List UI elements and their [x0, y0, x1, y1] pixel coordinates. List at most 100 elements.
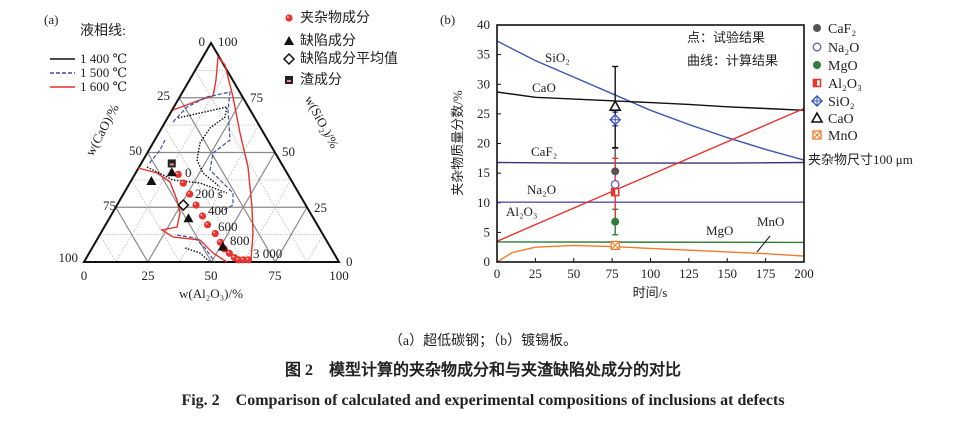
marker-legend-label: 缺陷成分平均值 — [300, 51, 398, 67]
inclusion-point — [244, 256, 253, 264]
legend-marker-2 — [813, 61, 821, 69]
annotation-curves: 曲线：计算结果 — [687, 53, 778, 68]
ternary-gridline — [179, 124, 260, 263]
bottom-tick-label: 0 — [81, 268, 88, 283]
defect-point — [166, 167, 177, 177]
y-axis-title: 夹杂物质量分数/% — [450, 90, 465, 196]
ternary-panel-a: (a) 0 25 50 75 10002550751001007550250w(Al₂O… — [44, 10, 398, 301]
marker-legend-label: 缺陷成分 — [300, 33, 356, 49]
inclusion-point — [179, 179, 187, 187]
left-tick-label: 0 — [199, 34, 206, 49]
left-tick-label: 25 — [157, 88, 170, 103]
liquidus-legend-label: 1 600 ℃ — [80, 79, 127, 94]
liquidus-legend-label: 1 400 ℃ — [80, 51, 127, 66]
ternary-legend: 液相线: 1 400 ℃1 500 ℃1 600 ℃ 夹杂物成分缺陷成分缺陷成分平均… — [50, 10, 398, 94]
bottom-tick-label: 25 — [142, 268, 155, 283]
ternary-gridline — [306, 234, 324, 263]
panel-label-a: (a) — [44, 12, 58, 27]
defect-point — [146, 175, 157, 185]
inclusion-point-shine — [181, 181, 184, 184]
legend-label: CaF₂ — [828, 22, 856, 37]
series-line-1 — [496, 91, 805, 111]
legend-marker-5 — [810, 111, 824, 123]
legend-marker-circle-shine — [287, 16, 289, 18]
legend-marker-circle — [285, 14, 293, 22]
inclusion-point-shine — [236, 257, 239, 260]
ternary-gridline — [99, 234, 117, 263]
legend-label: CaO — [828, 112, 854, 127]
y-tick-label: 30 — [477, 76, 490, 91]
defect-average-point — [177, 198, 190, 212]
ternary-gridline — [194, 70, 308, 263]
experimental-point-6-x — [610, 241, 620, 250]
line-plot: 0 25 50 75 100 125 150 175 200 0 5 10 15 20 25 30 35 40 时间… — [450, 17, 913, 300]
legend-marker-triangle — [284, 36, 294, 45]
legend-label: MnO — [828, 129, 858, 144]
ternary-gridline — [115, 206, 149, 263]
y-tick-label: 25 — [477, 106, 490, 121]
y-tick-label: 35 — [477, 47, 490, 62]
ternary-frame — [82, 41, 341, 263]
inclusion-point — [211, 229, 219, 238]
curve-label: MgO — [706, 223, 733, 238]
panel-label-b: (b) — [440, 12, 455, 27]
x-tick-label: 125 — [679, 266, 699, 281]
inclusion-point-shine — [194, 203, 197, 206]
inclusion-point — [198, 212, 207, 220]
inclusion-point — [203, 221, 212, 229]
right-tick-label: 0 — [346, 254, 353, 269]
left-tick-label: 50 — [129, 143, 142, 158]
legend-marker-3-fill — [813, 79, 817, 87]
inclusion-point-shine — [200, 214, 203, 217]
legend-marker-diamond — [282, 52, 296, 66]
plot-frame — [496, 24, 805, 263]
bottom-tick-label: 100 — [329, 268, 349, 283]
experimental-point-0 — [611, 167, 620, 176]
inclusion-point-shine — [176, 172, 179, 175]
y-tick-label: 5 — [484, 224, 491, 239]
inclusion-point-shine — [187, 192, 190, 195]
inclusion-point-shine — [218, 240, 221, 243]
marker-legend-label: 夹杂物成分 — [300, 10, 370, 26]
legend-label: MgO — [828, 59, 858, 74]
time-label: 0 — [185, 165, 192, 180]
legend-label: SiO₂ — [828, 95, 855, 110]
series-line-4 — [496, 107, 805, 242]
experimental-point-5 — [608, 99, 622, 111]
x-tick-label: 25 — [529, 266, 542, 281]
legend-marker-6-x — [812, 130, 822, 140]
legend-marker-0 — [813, 24, 821, 32]
time-label: 3 000 — [253, 246, 282, 261]
inclusion-point-shine — [241, 257, 244, 260]
caption-cn: 图 2 模型计算的夹杂物成分和与夹渣缺陷处成分的对比 — [285, 360, 681, 379]
inclusion-point-shine — [232, 255, 235, 258]
experimental-point-2 — [611, 217, 620, 226]
annotation-size: 夹杂物尺寸100 μm — [808, 152, 913, 167]
curve-label: Na₂O — [527, 182, 556, 197]
y-tick-label: 0 — [484, 254, 491, 269]
experimental-point-4-cross — [610, 114, 621, 125]
time-label: 200 s — [195, 186, 223, 201]
mno-leader-line — [756, 235, 771, 253]
slag-point-inner — [169, 163, 174, 166]
curve-label: SiO₂ — [545, 50, 570, 65]
y-tick-label: 10 — [477, 195, 490, 210]
right-axis-title: w(SiO₂)/% — [302, 93, 342, 151]
right-tick-label: 25 — [314, 200, 327, 215]
ternary-gridline — [274, 206, 308, 263]
bottom-axis-title: w(Al₂O₃)/% — [179, 286, 243, 301]
curve-label: Al₂O₃ — [506, 204, 537, 219]
x-axis-title: 时间/s — [633, 285, 668, 300]
series-line-6 — [496, 244, 805, 263]
liquidus-legend-label: 1 500 ℃ — [80, 65, 127, 80]
experimental-point-3-fill — [611, 188, 616, 196]
liquidus-1600-upper — [172, 55, 254, 261]
liquidus-1600-lower — [137, 167, 228, 263]
marker-legend-label: 渣成分 — [300, 72, 342, 88]
x-tick-label: 175 — [756, 266, 776, 281]
curve-label: MnO — [757, 214, 784, 229]
ternary-gridline — [163, 124, 244, 263]
liquidus-legend-title: 液相线: — [80, 23, 126, 39]
inclusion-point — [225, 249, 233, 257]
